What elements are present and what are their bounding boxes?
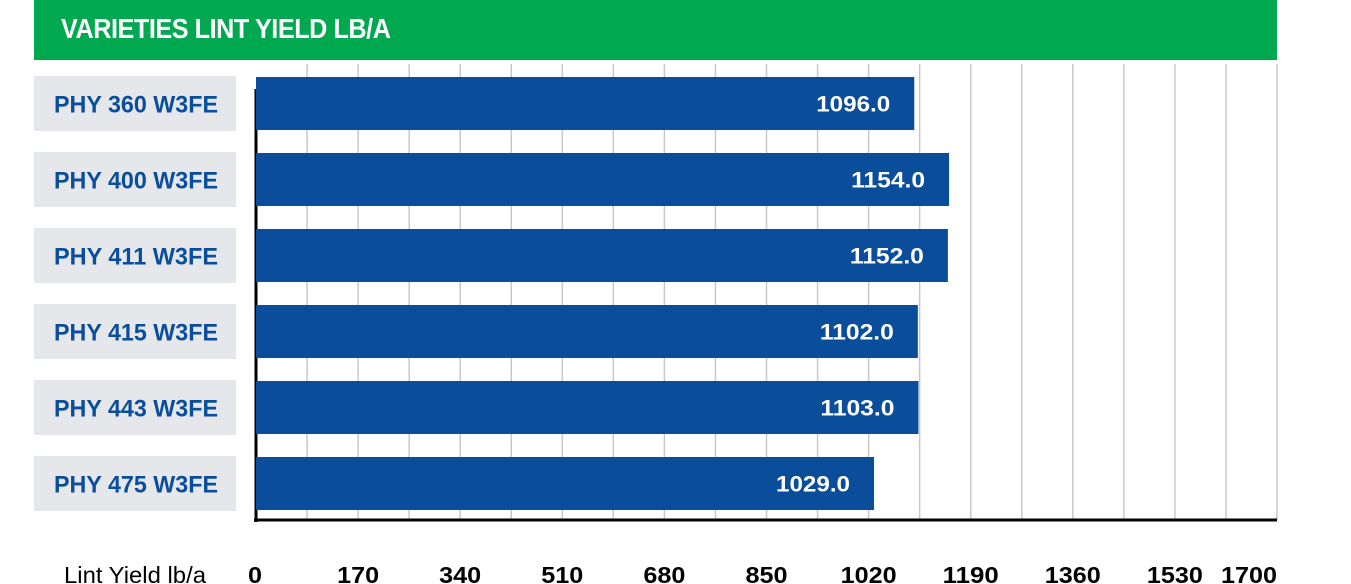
bar-value-label: 1102.0 (820, 320, 894, 345)
bar-value-label: 1096.0 (816, 92, 890, 117)
category-label-box (34, 456, 236, 511)
bar (256, 457, 875, 510)
x-tick-label: 340 (439, 562, 481, 584)
category-label: PHY 400 W3FE (54, 168, 218, 195)
category-label-box (34, 304, 236, 359)
bar (256, 305, 918, 358)
bar (256, 229, 948, 282)
x-tick-label: 170 (337, 562, 379, 584)
x-tick-label: 850 (746, 562, 788, 584)
bar-value-label: 1029.0 (776, 472, 850, 497)
category-label-box (34, 228, 236, 283)
category-label-box (34, 76, 236, 131)
bar-value-label: 1154.0 (851, 168, 925, 193)
category-label-box (34, 380, 236, 435)
bar-value-label: 1152.0 (850, 244, 924, 269)
category-label-box (34, 152, 236, 207)
category-label: PHY 415 W3FE (54, 320, 218, 347)
chart-header: VARIETIES LINT YIELD LB/A (34, 0, 1277, 60)
bar (256, 381, 919, 434)
category-label: PHY 443 W3FE (54, 396, 218, 423)
category-label: PHY 360 W3FE (54, 92, 218, 119)
x-tick-label: 1700 (1221, 562, 1277, 584)
bar-value-label: 1103.0 (820, 396, 894, 421)
x-tick-label: 1190 (943, 562, 999, 584)
category-label: PHY 475 W3FE (54, 472, 218, 499)
x-tick-label: 0 (248, 562, 262, 584)
x-tick-label: 1530 (1147, 562, 1203, 584)
x-tick-label: 1360 (1045, 562, 1101, 584)
x-tick-label: 1020 (841, 562, 897, 584)
category-label: PHY 411 W3FE (54, 244, 218, 271)
x-tick-label: 680 (643, 562, 685, 584)
bar (256, 77, 915, 130)
x-axis-title: Lint Yield lb/a (64, 562, 206, 584)
chart-title: VARIETIES LINT YIELD LB/A (61, 13, 391, 44)
bar (256, 153, 950, 206)
x-tick-label: 510 (541, 562, 583, 584)
